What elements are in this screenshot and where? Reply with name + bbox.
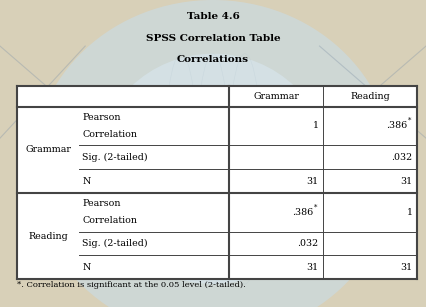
- Text: Correlations: Correlations: [177, 55, 249, 64]
- Text: 1: 1: [407, 208, 413, 217]
- Text: Reading: Reading: [28, 232, 68, 241]
- Text: *. Correlation is significant at the 0.05 level (2-tailed).: *. Correlation is significant at the 0.0…: [17, 281, 246, 289]
- Text: Correlation: Correlation: [82, 130, 137, 139]
- Text: *: *: [409, 117, 412, 125]
- Text: .032: .032: [297, 239, 319, 248]
- Text: UII: UII: [279, 226, 360, 278]
- Text: Pearson: Pearson: [82, 113, 121, 122]
- Text: Reading: Reading: [351, 92, 390, 101]
- Text: Table 4.6: Table 4.6: [187, 12, 239, 21]
- Text: 31: 31: [400, 263, 413, 272]
- Text: Grammar: Grammar: [253, 92, 299, 101]
- Text: Grammar: Grammar: [25, 146, 71, 154]
- Text: *: *: [314, 204, 318, 212]
- Text: UII: UII: [108, 226, 190, 278]
- Text: 31: 31: [400, 177, 413, 186]
- Text: Pearson: Pearson: [82, 199, 121, 208]
- Text: 1: 1: [313, 122, 319, 130]
- Text: Sig. (2-tailed): Sig. (2-tailed): [82, 153, 148, 162]
- Text: N: N: [82, 263, 91, 272]
- Text: SPSS Correlation Table: SPSS Correlation Table: [146, 34, 280, 43]
- Text: .386: .386: [292, 208, 314, 217]
- Text: Correlation: Correlation: [82, 216, 137, 225]
- Text: .032: .032: [391, 153, 413, 162]
- Text: N: N: [82, 177, 91, 186]
- Text: .386: .386: [386, 122, 408, 130]
- Text: 31: 31: [306, 177, 319, 186]
- Text: 31: 31: [306, 263, 319, 272]
- Text: Sig. (2-tailed): Sig. (2-tailed): [82, 239, 148, 248]
